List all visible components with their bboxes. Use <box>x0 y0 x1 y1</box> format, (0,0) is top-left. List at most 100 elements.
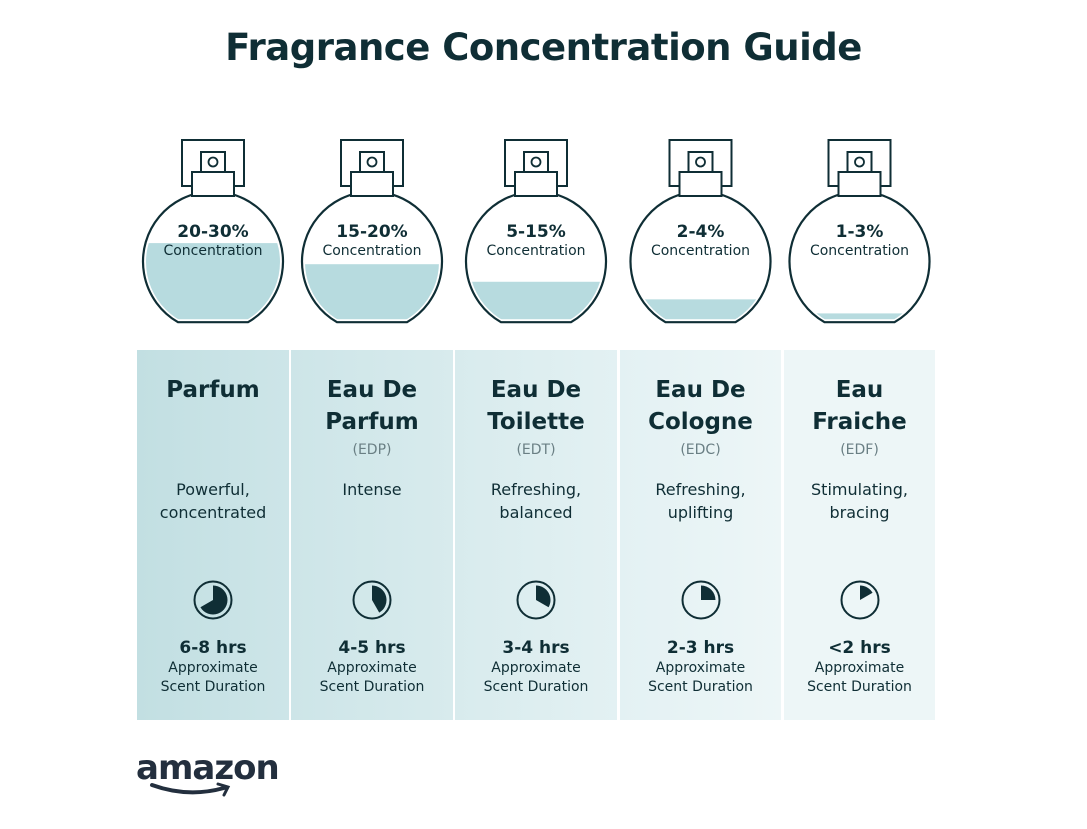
clock-icon <box>352 580 392 620</box>
concentration: 1-3% Concentration <box>784 222 935 259</box>
concentration-label: Concentration <box>486 243 586 259</box>
bottle-icon <box>141 139 285 324</box>
type-panel: Eau Fraiche (EDF) Stimulating, bracing <2 … <box>784 350 935 720</box>
type-name-line-1: Eau De <box>490 377 582 403</box>
concentration-percent: 2-4% <box>676 222 725 242</box>
type-name-line-1: Eau De <box>655 377 746 403</box>
smile-arrow-icon <box>150 782 231 797</box>
clock-fill <box>859 585 873 600</box>
concentration-percent: 15-20% <box>336 222 408 242</box>
type-name-line-2: Toilette <box>487 409 585 435</box>
concentration-label: Concentration <box>322 243 422 259</box>
duration-hours: 2-3 hrs <box>666 638 735 658</box>
duration-label-line-1: Approximate <box>814 660 905 676</box>
type-abbreviation: (EDT) <box>516 442 556 458</box>
type-name: Eau Fraiche <box>784 374 935 438</box>
concentration-label: Concentration <box>650 243 751 259</box>
concentration: 5-15% Concentration <box>455 222 617 259</box>
type-column: 5-15% Concentration Eau De Toilette (EDT)… <box>455 0 617 829</box>
duration-label: Approximate Scent Duration <box>620 659 781 697</box>
type-column: 1-3% Concentration Eau Fraiche (EDF) Stim… <box>784 0 935 829</box>
duration-label: Approximate Scent Duration <box>137 659 289 697</box>
duration-label-line-2: Scent Duration <box>648 679 753 695</box>
concentration-label: Concentration <box>163 243 263 259</box>
liquid-fill <box>633 299 768 320</box>
clock-fill <box>200 585 228 615</box>
type-panel: Eau De Parfum (EDP) Intense 4-5 hrs Appro… <box>291 350 453 720</box>
duration-label-line-2: Scent Duration <box>319 679 425 695</box>
duration-label: Approximate Scent Duration <box>784 659 935 697</box>
logo-text: amazon <box>136 748 280 788</box>
concentration-percent: 5-15% <box>506 222 566 242</box>
clock-icon <box>840 580 879 620</box>
description-line-1: Intense <box>342 480 402 499</box>
clock-icon <box>516 580 556 620</box>
type-description: Refreshing, balanced <box>455 478 617 524</box>
liquid-fill <box>146 243 280 320</box>
duration-hours: <2 hrs <box>828 638 891 658</box>
concentration-percent: 1-3% <box>835 222 884 242</box>
description-line-2: balanced <box>499 503 573 522</box>
concentration: 15-20% Concentration <box>291 222 453 259</box>
type-description: Refreshing, uplifting <box>620 478 781 524</box>
duration-hours: 6-8 hrs <box>179 638 247 658</box>
type-description: Stimulating, bracing <box>784 478 935 524</box>
type-name: Eau De Cologne <box>620 374 781 438</box>
description-line-1: Refreshing, <box>490 480 582 499</box>
type-panel: Eau De Toilette (EDT) Refreshing, balanced… <box>455 350 617 720</box>
description-line-2: uplifting <box>667 503 734 522</box>
duration-label: Approximate Scent Duration <box>291 659 453 697</box>
description-line-1: Refreshing, <box>655 480 746 499</box>
duration-hours: 3-4 hrs <box>502 638 570 658</box>
clock-icon <box>193 580 233 620</box>
amazon-logo: amazon <box>136 748 280 797</box>
type-name-line-2: Parfum <box>325 409 419 435</box>
type-column: 15-20% Concentration Eau De Parfum (EDP) … <box>291 0 453 829</box>
clock-fill <box>700 585 715 600</box>
type-panel: Eau De Cologne (EDC) Refreshing, uplifting… <box>620 350 781 720</box>
type-name: Parfum <box>137 374 289 406</box>
type-column: 2-4% Concentration Eau De Cologne (EDC) R… <box>620 0 781 829</box>
duration-label-line-1: Approximate <box>327 660 417 676</box>
type-abbreviation: (EDF) <box>840 442 879 458</box>
description-line-2: bracing <box>829 503 890 522</box>
type-description: Intense <box>291 478 453 501</box>
description-line-1: Stimulating, <box>811 480 908 499</box>
duration-label-line-1: Approximate <box>491 660 581 676</box>
duration-label-line-2: Scent Duration <box>160 679 266 695</box>
duration-hours: 4-5 hrs <box>338 638 406 658</box>
type-abbreviation: (EDC) <box>680 442 721 458</box>
type-column: 20-30% Concentration Parfum Powerful, con… <box>137 0 289 829</box>
duration-label-line-2: Scent Duration <box>807 679 912 695</box>
duration-label-line-1: Approximate <box>655 660 746 676</box>
type-name: Eau De Toilette <box>455 374 617 438</box>
duration-label: Approximate Scent Duration <box>455 659 617 697</box>
type-panel: Parfum Powerful, concentrated 6-8 hrs App… <box>137 350 289 720</box>
liquid-fill <box>792 313 927 320</box>
clock-icon <box>681 580 720 620</box>
type-description: Powerful, concentrated <box>137 478 289 524</box>
type-name-line-1: Eau De <box>326 377 418 403</box>
bottle-icon <box>629 139 772 324</box>
concentration-percent: 20-30% <box>177 222 249 242</box>
type-name: Eau De Parfum <box>291 374 453 438</box>
page-title: Fragrance Concentration Guide <box>225 26 862 69</box>
description-line-1: Powerful, <box>176 480 250 499</box>
type-name-line-2: Cologne <box>648 409 753 435</box>
bottle-icon <box>464 139 608 324</box>
bottle-icon <box>300 139 444 324</box>
type-name-line-1: Parfum <box>166 377 260 403</box>
clock-fill <box>536 585 551 608</box>
liquid-fill <box>469 281 603 320</box>
type-abbreviation: (EDP) <box>352 442 392 458</box>
duration-label-line-1: Approximate <box>168 660 258 676</box>
concentration: 20-30% Concentration <box>137 222 289 259</box>
description-line-2: concentrated <box>159 503 267 522</box>
bottle-icon <box>788 139 931 324</box>
concentration-label: Concentration <box>809 243 910 259</box>
duration-label-line-2: Scent Duration <box>483 679 589 695</box>
type-name-line-1: Eau <box>835 377 884 403</box>
liquid-fill <box>305 264 439 320</box>
concentration: 2-4% Concentration <box>620 222 781 259</box>
